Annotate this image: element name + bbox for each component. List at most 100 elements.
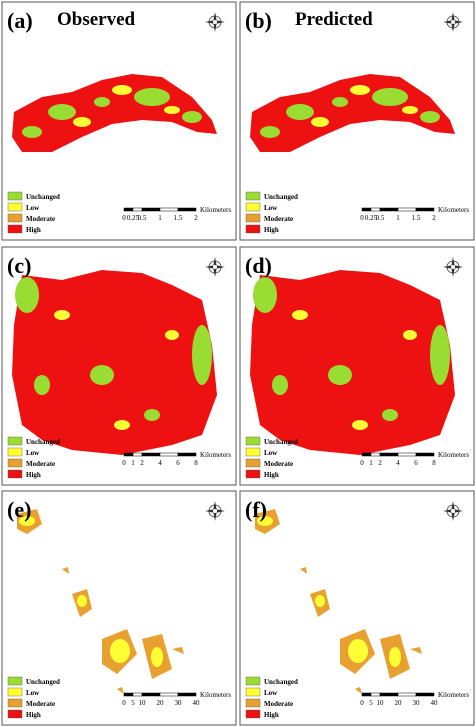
unchanged-area xyxy=(192,325,212,385)
legend-swatch xyxy=(7,458,23,468)
scale-label: 20 xyxy=(395,699,403,707)
scale-label: 6 xyxy=(176,459,180,467)
scale-label: 2 xyxy=(140,459,144,467)
legend-swatch xyxy=(7,469,23,479)
scale-segment xyxy=(177,692,197,697)
map-region xyxy=(117,687,124,694)
scale-segment xyxy=(141,692,161,697)
legend-swatch xyxy=(7,676,23,686)
map-region xyxy=(250,270,455,455)
north-arrow xyxy=(443,501,463,521)
unchanged-area xyxy=(430,325,450,385)
compass-star xyxy=(205,12,225,32)
panel-border xyxy=(239,490,475,726)
legend-label: High xyxy=(264,226,279,234)
legend-label: High xyxy=(264,471,279,479)
scale-segment xyxy=(415,207,435,212)
legend-swatch xyxy=(245,436,261,446)
compass-star xyxy=(443,12,463,32)
legend-label: Unchanged xyxy=(264,678,298,686)
legend-swatch xyxy=(7,213,23,223)
legend-swatch xyxy=(7,436,23,446)
legend-swatch xyxy=(245,213,261,223)
scale-unit: Kilometers xyxy=(200,691,231,699)
low-area xyxy=(73,117,91,127)
scale-label: 5 xyxy=(369,699,373,707)
scale-segment xyxy=(370,207,381,212)
scale-label: 1.5 xyxy=(412,214,421,222)
map-region xyxy=(12,270,217,455)
scale-unit: Kilometers xyxy=(438,451,469,459)
scale-segment xyxy=(132,692,143,697)
scale-label: 40 xyxy=(193,699,201,707)
legend-label: High xyxy=(26,471,41,479)
scale-label: 10 xyxy=(377,699,385,707)
scale-label: 8 xyxy=(432,459,436,467)
map xyxy=(250,74,455,152)
scale-segment xyxy=(415,452,435,457)
scale-label: 0.25 xyxy=(365,214,378,222)
panel-label: (d) xyxy=(245,253,272,278)
compass-star xyxy=(205,257,225,277)
map-region xyxy=(410,647,422,654)
scale-segment xyxy=(361,452,372,457)
scale-label: 30 xyxy=(413,699,421,707)
scale-label: 1 xyxy=(158,214,162,222)
unchanged-area xyxy=(420,111,440,123)
legend-swatch xyxy=(7,709,23,719)
scale-label: 1 xyxy=(131,459,135,467)
legend-swatch xyxy=(7,224,23,234)
north-arrow xyxy=(205,501,225,521)
panel-label: (b) xyxy=(245,8,272,33)
scale-label: 4 xyxy=(158,459,162,467)
scale-label: 8 xyxy=(194,459,198,467)
unchanged-area xyxy=(15,277,39,313)
scale-label: 1 xyxy=(396,214,400,222)
north-arrow xyxy=(443,12,463,32)
scale-segment xyxy=(159,452,179,457)
map-region xyxy=(172,647,184,654)
map xyxy=(250,270,455,455)
legend-label: Low xyxy=(264,449,278,457)
low-area xyxy=(112,85,132,95)
low-area xyxy=(315,595,325,607)
scale-unit: Kilometers xyxy=(200,206,231,214)
scale-label: 0 xyxy=(122,459,126,467)
scale-label: 0.5 xyxy=(138,214,147,222)
unchanged-area xyxy=(286,104,314,120)
unchanged-area xyxy=(272,375,288,395)
legend-swatch xyxy=(245,202,261,212)
scale-segment xyxy=(415,692,435,697)
scale-segment xyxy=(397,207,417,212)
unchanged-area xyxy=(382,409,398,421)
panel-label: (e) xyxy=(7,497,31,522)
unchanged-area xyxy=(182,111,202,123)
legend-label: Unchanged xyxy=(26,438,60,446)
unchanged-area xyxy=(34,375,50,395)
scale-segment xyxy=(370,452,381,457)
scale-label: 0.5 xyxy=(376,214,385,222)
scale-segment xyxy=(123,207,134,212)
legend-swatch xyxy=(245,224,261,234)
map-panel: (e) Unchanged Low Moderate High 0 5 10 20 30 40Kil… xyxy=(1,490,237,726)
scale-label: 0.25 xyxy=(127,214,140,222)
low-area xyxy=(292,310,308,320)
unchanged-area xyxy=(253,277,277,313)
unchanged-area xyxy=(134,88,170,106)
scale-label: 10 xyxy=(139,699,147,707)
scale-unit: Kilometers xyxy=(438,206,469,214)
scale-label: 30 xyxy=(175,699,183,707)
panel-label: (f) xyxy=(245,497,267,522)
scale-label: 0 xyxy=(122,699,126,707)
low-area xyxy=(389,647,401,667)
unchanged-area xyxy=(332,97,348,107)
legend-label: Moderate xyxy=(26,700,55,708)
low-area xyxy=(19,516,35,526)
panel-label: (a) xyxy=(7,8,33,33)
unchanged-area xyxy=(94,97,110,107)
legend-label: Low xyxy=(264,689,278,697)
low-area xyxy=(114,420,130,430)
low-area xyxy=(77,595,87,607)
scale-label: 2 xyxy=(194,214,198,222)
scale-segment xyxy=(159,207,179,212)
